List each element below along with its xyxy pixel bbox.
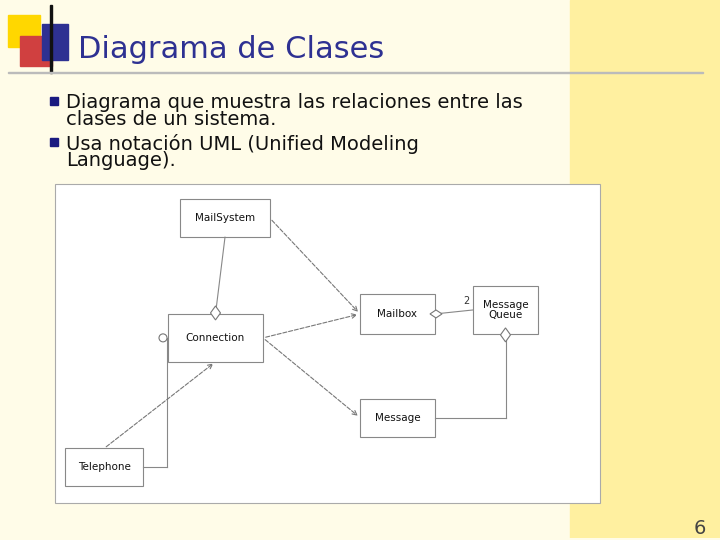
Bar — [50, 5, 52, 73]
Text: Connection: Connection — [186, 333, 245, 343]
Bar — [473, 286, 538, 334]
Text: Language).: Language). — [66, 151, 176, 170]
Bar — [180, 199, 270, 237]
Text: 6: 6 — [694, 519, 706, 538]
Bar — [168, 314, 263, 362]
Bar — [50, 97, 58, 105]
Text: Message: Message — [374, 413, 420, 423]
Bar — [42, 24, 68, 60]
Bar — [8, 72, 703, 73]
Polygon shape — [500, 328, 510, 342]
Text: 2: 2 — [463, 296, 469, 306]
Bar — [65, 449, 143, 487]
Bar — [50, 138, 58, 145]
Bar — [570, 0, 720, 538]
Text: Diagrama que muestra las relaciones entre las: Diagrama que muestra las relaciones entr… — [66, 93, 523, 112]
Bar — [8, 15, 40, 47]
Circle shape — [159, 334, 167, 342]
Text: Diagrama de Clases: Diagrama de Clases — [78, 35, 384, 64]
Polygon shape — [210, 306, 220, 320]
Text: Usa notación UML (Unified Modeling: Usa notación UML (Unified Modeling — [66, 133, 419, 153]
Text: Telephone: Telephone — [78, 462, 130, 472]
Bar — [360, 294, 435, 334]
Text: clases de un sistema.: clases de un sistema. — [66, 110, 276, 129]
Text: Queue: Queue — [488, 310, 523, 320]
Bar — [360, 399, 435, 436]
Text: MailSystem: MailSystem — [195, 213, 255, 223]
Bar — [20, 36, 52, 66]
Bar — [55, 184, 600, 503]
Text: Mailbox: Mailbox — [377, 309, 418, 319]
Text: Message: Message — [482, 300, 528, 310]
Polygon shape — [430, 310, 442, 318]
